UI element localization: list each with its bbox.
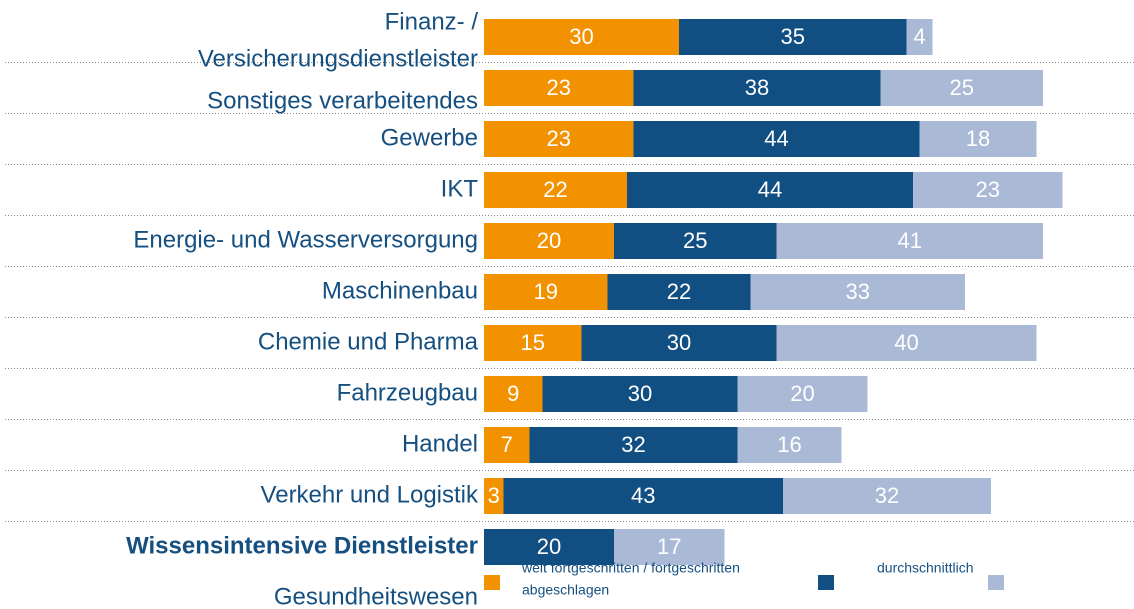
value-label: 32 (875, 483, 899, 508)
value-label: 32 (621, 432, 645, 457)
bar-segment (484, 274, 608, 310)
bar-segment (484, 121, 634, 157)
category-label: Wissensintensive Dienstleister (126, 532, 478, 559)
bar-segment (919, 121, 1037, 157)
bar-segment (737, 427, 842, 463)
bar-segment (614, 223, 777, 259)
bar-segment (913, 172, 1063, 208)
bar-segment (776, 223, 1043, 259)
bar-segment (776, 325, 1037, 361)
value-label: 35 (781, 24, 805, 49)
bar-segment (783, 478, 991, 514)
bar-segment (484, 529, 614, 565)
bar-segment (542, 376, 738, 412)
bar-segment (529, 427, 738, 463)
value-label: 3 (488, 483, 500, 508)
bar-segment (607, 274, 751, 310)
legend-label: durchschnittlich (877, 560, 974, 576)
bar-segment (484, 427, 530, 463)
value-label: 20 (537, 228, 561, 253)
legend-label: weit fortgeschritten / fortgeschritten (521, 560, 740, 576)
bar-segment (633, 70, 881, 106)
bar-segment (484, 19, 679, 55)
legend-swatch (484, 575, 500, 590)
legend-label: abgeschlagen (522, 582, 609, 598)
bar-segment (484, 70, 634, 106)
category-label: IKT (441, 175, 479, 202)
value-label: 38 (745, 75, 769, 100)
value-label: 30 (628, 381, 652, 406)
value-label: 19 (534, 279, 558, 304)
category-label: Handel (402, 430, 478, 457)
category-label: Fahrzeugbau (337, 379, 478, 406)
category-label: Sonstiges verarbeitendes (207, 87, 478, 114)
value-label: 41 (898, 228, 922, 253)
value-label: 20 (537, 534, 561, 559)
bar-segment (906, 19, 933, 55)
value-label: 25 (950, 75, 974, 100)
category-label: Gewerbe (381, 124, 478, 151)
value-label: 30 (667, 330, 691, 355)
value-label: 44 (764, 126, 788, 151)
value-label: 15 (521, 330, 545, 355)
category-label: Finanz- / (385, 8, 479, 35)
category-label: Verkehr und Logistik (261, 481, 479, 508)
bar-segment (627, 172, 913, 208)
bar-segment (750, 274, 965, 310)
bar-segment (614, 529, 725, 565)
value-label: 23 (976, 177, 1000, 202)
bar-segment (880, 70, 1043, 106)
bar-segment (484, 172, 627, 208)
value-label: 4 (913, 24, 925, 49)
value-label: 30 (569, 24, 593, 49)
value-label: 9 (507, 381, 519, 406)
bar-segment (484, 376, 543, 412)
category-label: Chemie und Pharma (258, 328, 479, 355)
value-label: 23 (547, 126, 571, 151)
bar-segment (633, 121, 920, 157)
value-label: 16 (777, 432, 801, 457)
value-label: 23 (547, 75, 571, 100)
category-label: Gesundheitswesen (274, 583, 478, 609)
bar-segment (484, 478, 504, 514)
value-label: 43 (631, 483, 655, 508)
legend-swatch (818, 575, 834, 590)
value-label: 33 (846, 279, 870, 304)
value-label: 20 (790, 381, 814, 406)
category-label: Energie- und Wasserversorgung (133, 226, 478, 253)
category-label: Maschinenbau (322, 277, 478, 304)
value-label: 44 (758, 177, 782, 202)
value-label: 7 (501, 432, 513, 457)
value-label: 25 (683, 228, 707, 253)
value-label: 22 (543, 177, 567, 202)
value-label: 40 (894, 330, 918, 355)
bar-segment (581, 325, 777, 361)
bar-segment (737, 376, 868, 412)
category-label: Versicherungsdienstleister (198, 45, 478, 72)
value-label: 17 (657, 534, 681, 559)
bar-segment (484, 325, 582, 361)
legend-swatch (988, 575, 1004, 590)
value-label: 18 (966, 126, 990, 151)
bar-segment (503, 478, 783, 514)
bar-segment (679, 19, 907, 55)
value-label: 22 (667, 279, 691, 304)
bar-segment (484, 223, 614, 259)
